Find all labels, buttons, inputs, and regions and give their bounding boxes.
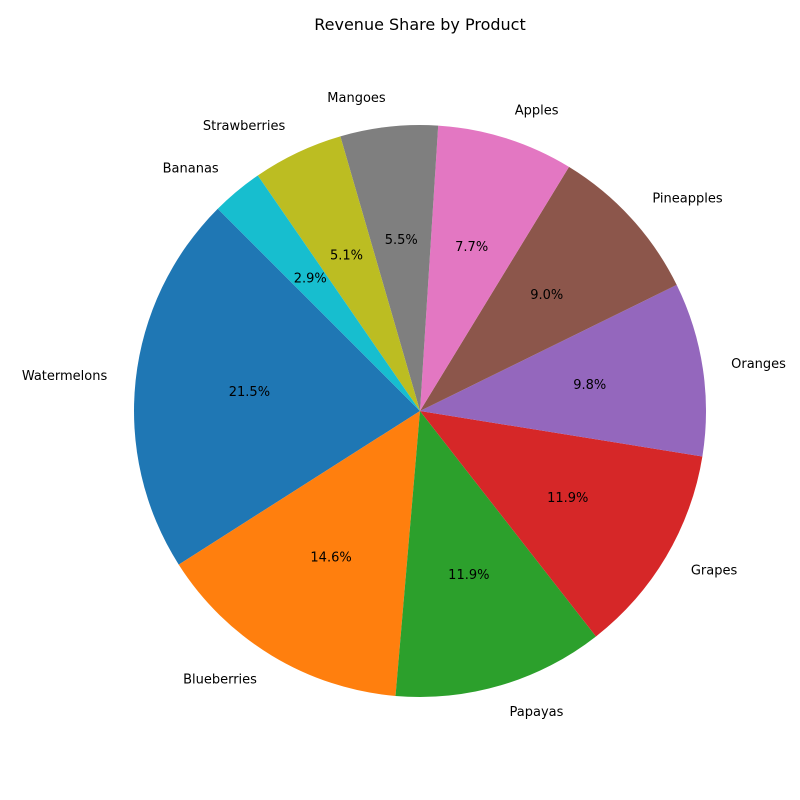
pct-label-strawberries: 5.1% [330, 248, 363, 263]
slice-label-bananas: Bananas [163, 162, 219, 177]
slice-label-papayas: Papayas [510, 705, 564, 720]
pct-label-oranges: 9.8% [573, 378, 606, 393]
slice-label-mangoes: Mangoes [327, 91, 386, 106]
slice-label-grapes: Grapes [691, 564, 738, 579]
slice-label-apples: Apples [515, 104, 559, 119]
pct-label-blueberries: 14.6% [310, 550, 351, 565]
slice-label-blueberries: Blueberries [183, 673, 257, 688]
chart-title: Revenue Share by Product [314, 15, 525, 34]
pct-label-papayas: 11.9% [448, 568, 489, 583]
pct-label-watermelons: 21.5% [229, 385, 270, 400]
slice-label-strawberries: Strawberries [203, 119, 286, 134]
slice-label-watermelons: Watermelons [22, 369, 108, 384]
pie-slices [134, 125, 706, 697]
slice-label-pineapples: Pineapples [652, 191, 722, 206]
pct-label-grapes: 11.9% [547, 491, 588, 506]
pct-label-apples: 7.7% [455, 240, 488, 255]
pct-label-mangoes: 5.5% [385, 233, 418, 248]
pct-label-bananas: 2.9% [294, 272, 327, 287]
pct-label-pineapples: 9.0% [530, 288, 563, 303]
slice-label-oranges: Oranges [731, 357, 786, 372]
